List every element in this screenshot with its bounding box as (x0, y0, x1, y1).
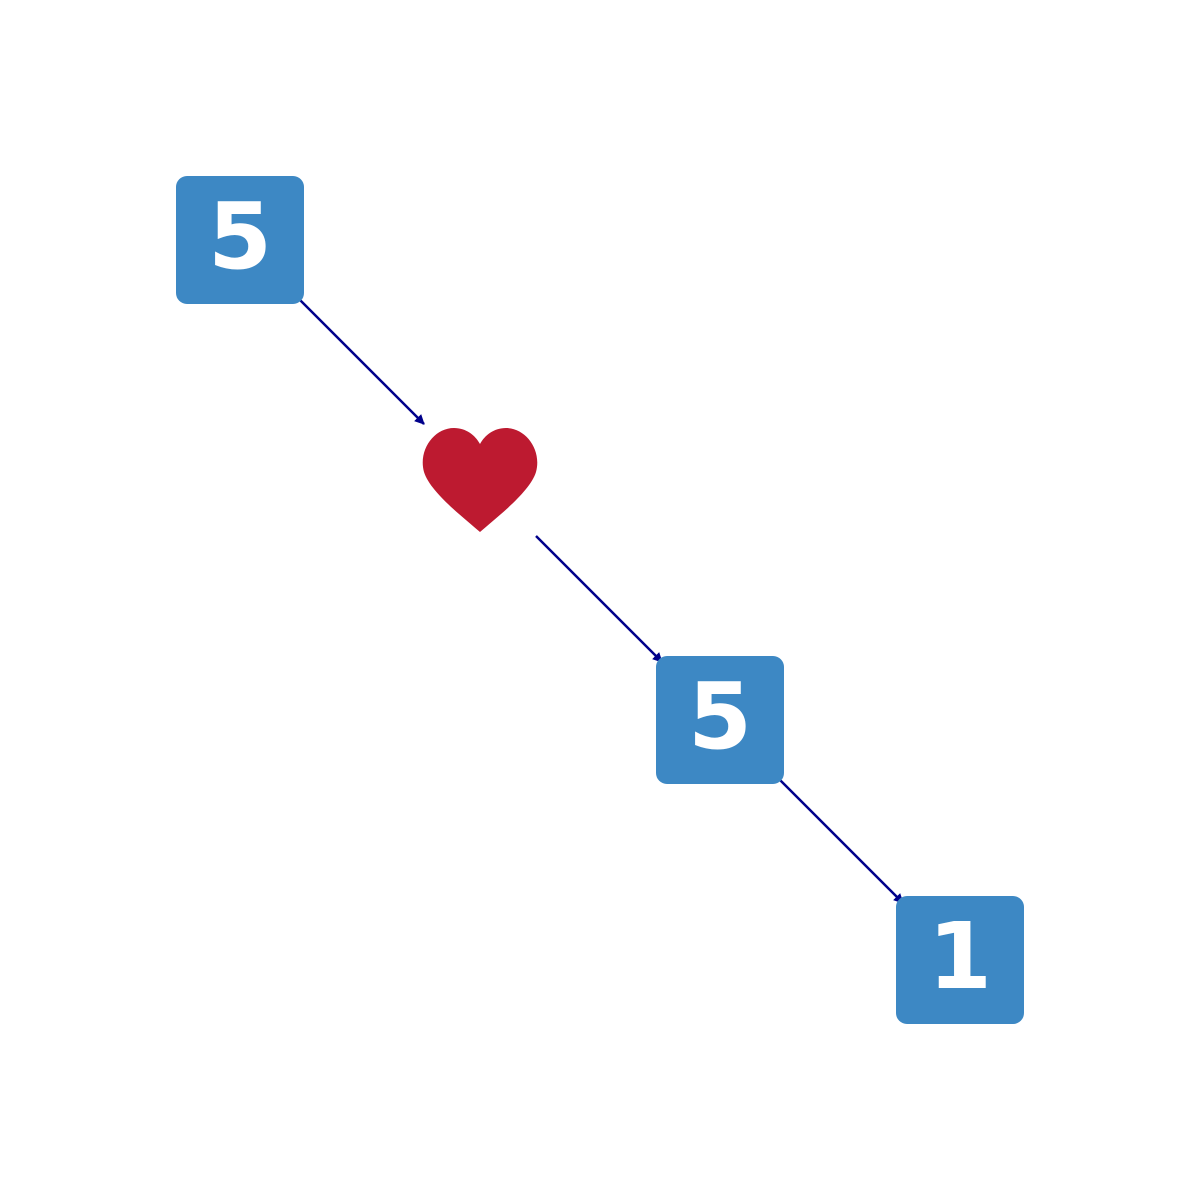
number-tile-5-first: 5 (176, 176, 304, 304)
tile-label: 1 (927, 903, 992, 1010)
tile-label: 5 (687, 663, 752, 770)
heart-icon (422, 428, 538, 532)
number-tile-5-second: 5 (656, 656, 784, 784)
number-tile-1: 1 (896, 896, 1024, 1024)
edge-arrow-2 (535, 535, 663, 663)
edge-arrow-1 (299, 299, 425, 425)
tile-label: 5 (207, 183, 272, 290)
edge-arrow-3 (779, 779, 904, 904)
